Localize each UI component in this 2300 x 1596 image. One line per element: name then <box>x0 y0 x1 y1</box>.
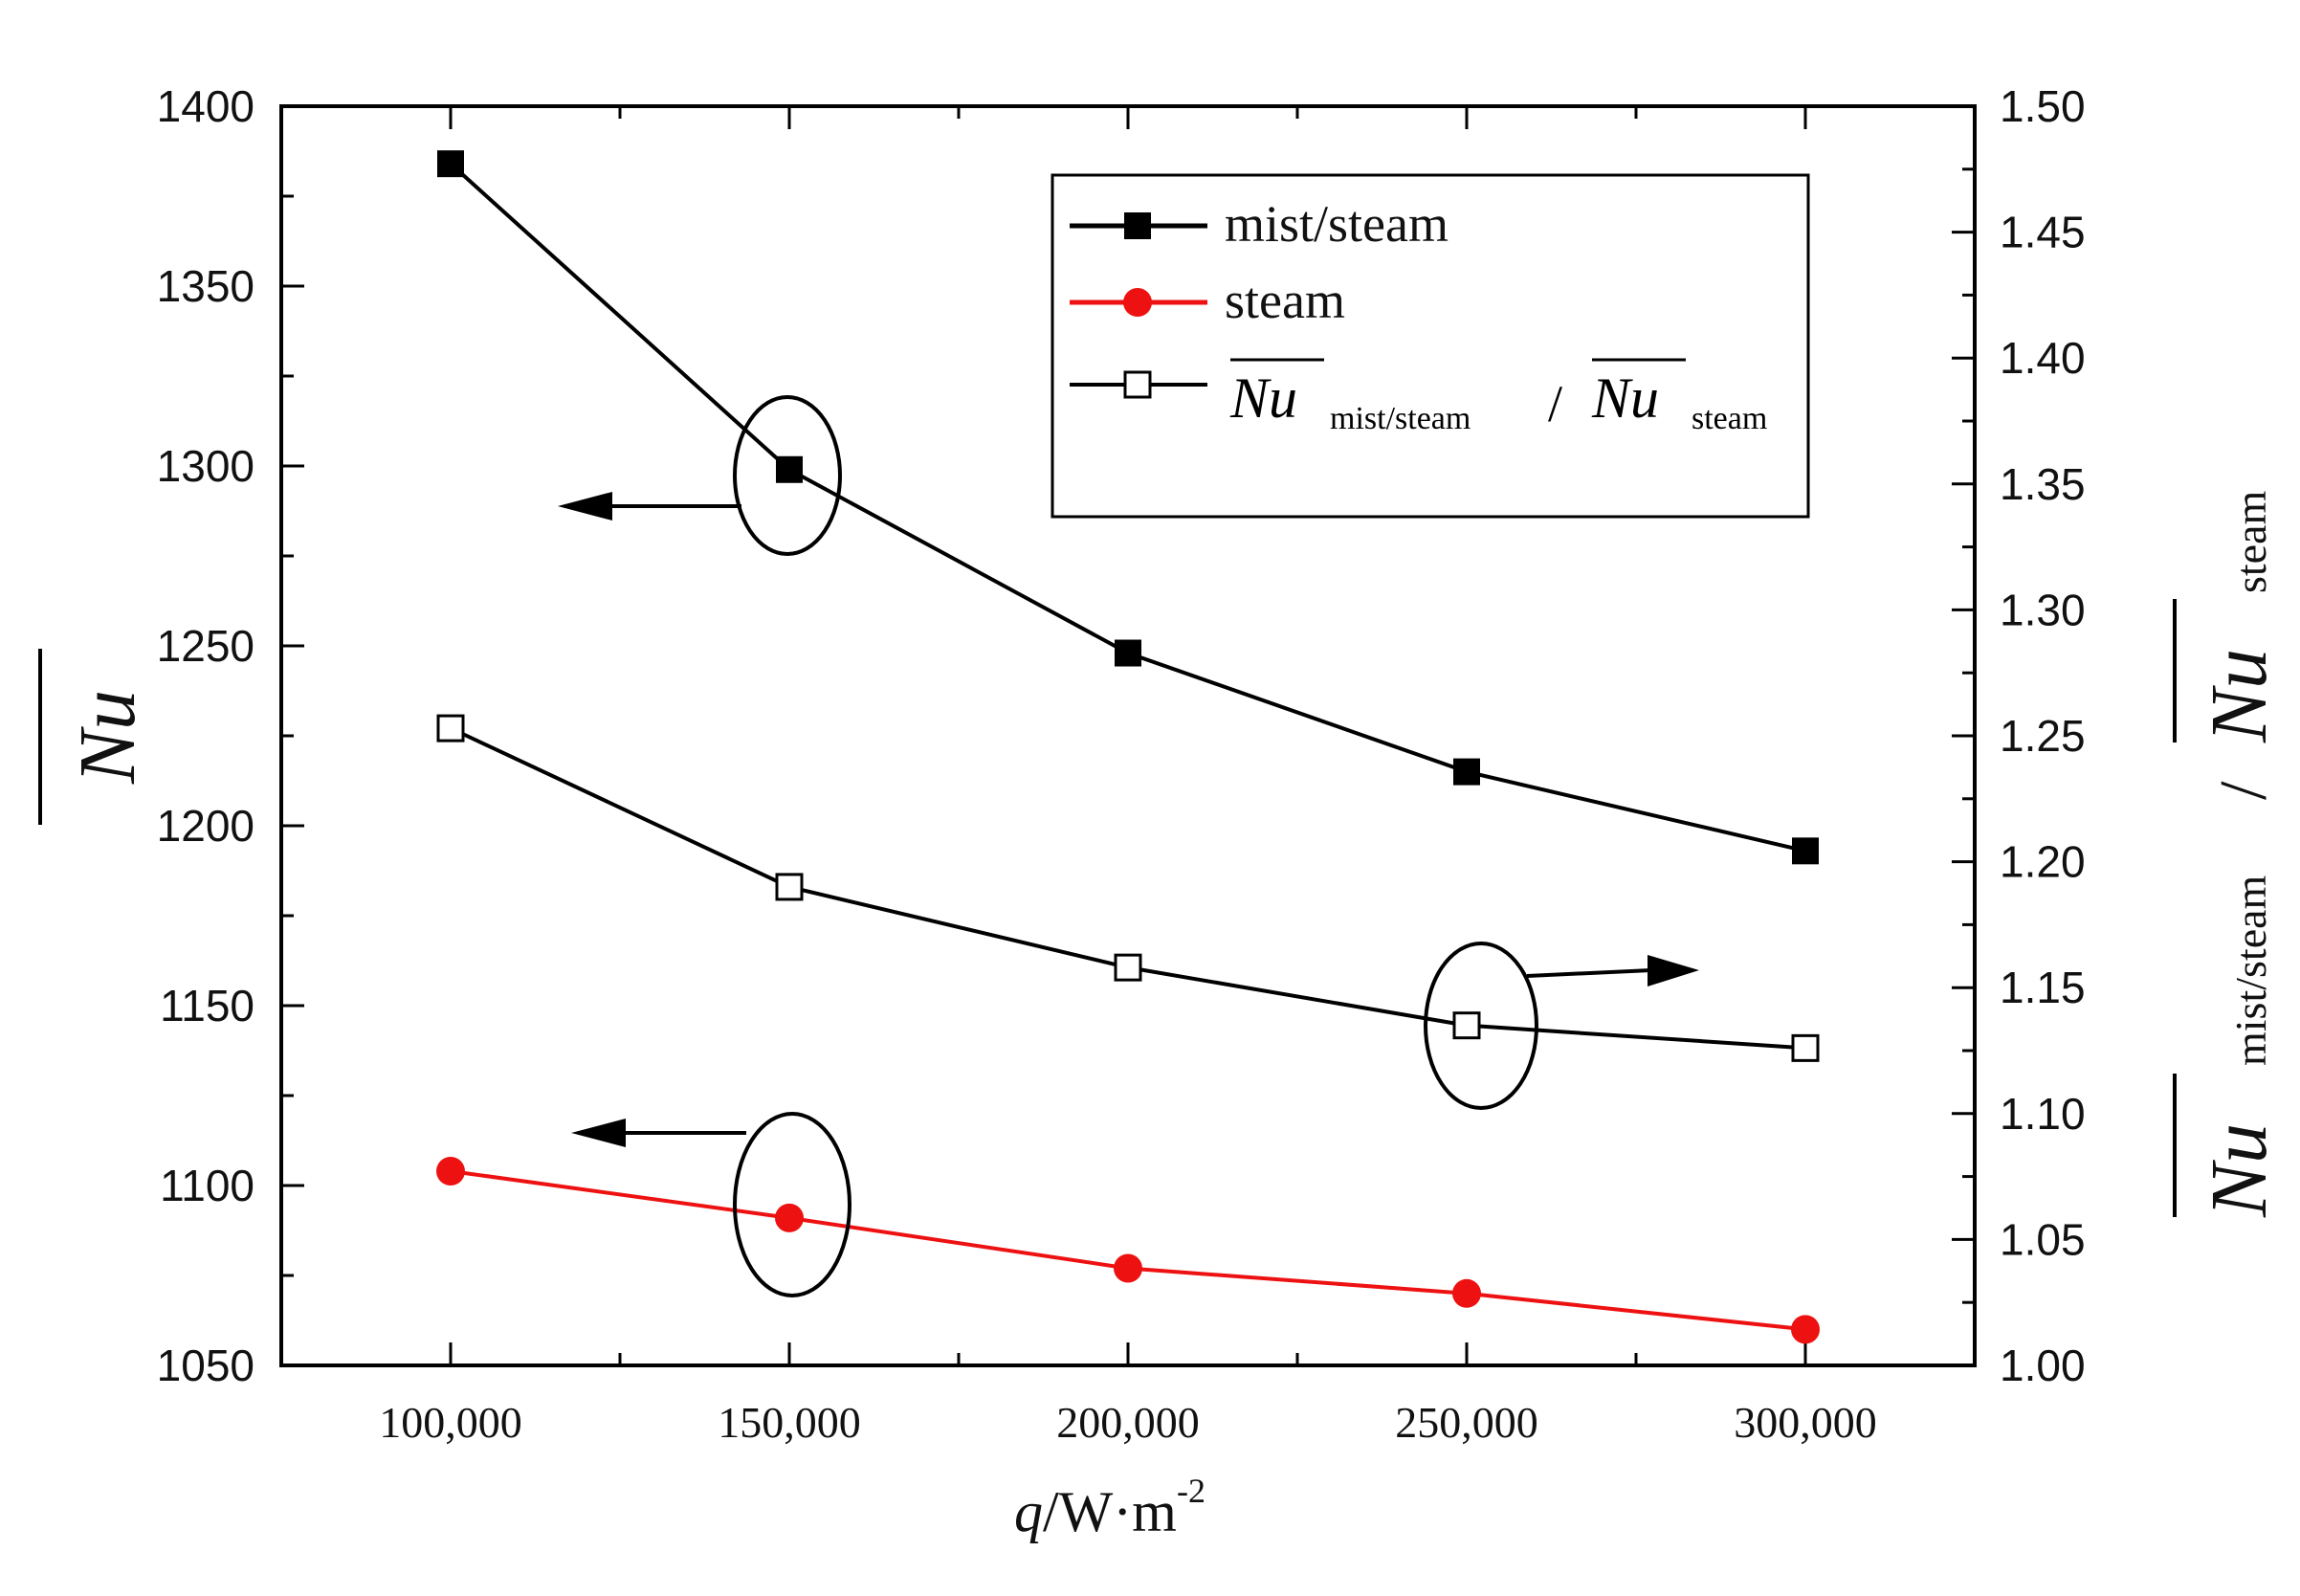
annotation-ellipse-steam <box>733 1112 851 1297</box>
left-tick-label: 1150 <box>160 981 254 1031</box>
legend-ratio-nu1: Nu <box>1229 366 1297 430</box>
right-axis-nu2: Nu <box>2195 649 2284 743</box>
right-axis-nu1: Nu <box>2195 1123 2284 1218</box>
legend-ratio-sub1: mist/steam <box>1330 401 1471 436</box>
annotation-arrow-right-ratio <box>1526 968 1652 978</box>
right-tick-label: 1.50 <box>2000 81 2086 131</box>
right-axis-sub1: mist/steam <box>2226 875 2275 1066</box>
legend-label-steam: steam <box>1225 272 1345 329</box>
annotation-ratio <box>1424 942 1699 1110</box>
data-point-steam <box>1452 1278 1481 1308</box>
right-axis-slash: / <box>2207 781 2281 800</box>
legend-ratio-slash: / <box>1548 375 1562 432</box>
arrowhead-right-icon <box>1648 955 1699 986</box>
left-axis-title: Nu <box>38 649 152 825</box>
right-tick-label: 1.45 <box>2000 208 2086 257</box>
legend-ratio-sub2: steam <box>1692 401 1767 436</box>
x-tick-label: 100,000 <box>379 1398 522 1447</box>
right-tick-label: 1.40 <box>2000 333 2086 383</box>
left-tick-label: 1350 <box>157 261 254 311</box>
data-point-steam <box>775 1203 804 1232</box>
annotation-steam <box>571 1112 851 1297</box>
right-tick-label: 1.20 <box>2000 837 2086 887</box>
right-axis-title: Nu mist/steam / Nu steam <box>2173 490 2284 1218</box>
left-axis-title-text: Nu <box>63 690 152 785</box>
arrowhead-left-icon <box>558 492 612 521</box>
x-tick-label: 250,000 <box>1395 1398 1538 1447</box>
annotation-ellipse-ratio <box>1424 942 1538 1110</box>
right-tick-label: 1.25 <box>2000 711 2086 761</box>
right-tick-label: 1.30 <box>2000 585 2086 634</box>
legend-marker-open-square-icon <box>1123 370 1152 399</box>
data-point-ratio <box>436 714 465 743</box>
legend-label-mist-steam: mist/steam <box>1225 195 1449 253</box>
data-point-mist-steam <box>776 455 803 483</box>
x-axis-title-q: q <box>1014 1480 1043 1543</box>
data-point-steam <box>1114 1253 1142 1283</box>
data-point-steam <box>436 1156 465 1186</box>
svg-text:q/W·m-2: q/W·m-2 <box>1014 1472 1205 1543</box>
x-tick-label: 200,000 <box>1056 1398 1200 1447</box>
right-tick-label: 1.35 <box>2000 459 2086 509</box>
x-axis-title: q/W·m-2 <box>1014 1472 1205 1543</box>
annotation-mist-steam <box>558 395 842 556</box>
data-point-ratio <box>1791 1033 1820 1062</box>
arrowhead-left-icon <box>571 1119 626 1147</box>
left-axis-tick-labels: 1050 1100 1150 1200 1250 1300 1350 1400 <box>157 81 254 1390</box>
series-layer <box>436 150 1820 1344</box>
legend-entry-steam: steam <box>1070 272 1345 329</box>
data-point-ratio <box>1452 1011 1481 1040</box>
x-tick-label: 150,000 <box>718 1398 861 1447</box>
left-tick-label: 1250 <box>157 621 254 671</box>
legend-entry-ratio: Nu mist/steam / Nu steam <box>1070 358 1767 436</box>
axis-ticks <box>279 104 1977 1367</box>
legend-marker-filled-circle-icon <box>1123 288 1152 317</box>
x-tick-label: 300,000 <box>1734 1398 1877 1447</box>
left-tick-label: 1200 <box>157 801 254 851</box>
series-line-steam <box>450 1168 1806 1332</box>
right-tick-label: 1.05 <box>2000 1214 2086 1264</box>
legend-marker-filled-square-icon <box>1124 212 1151 239</box>
left-tick-label: 1100 <box>160 1161 254 1210</box>
x-axis-title-exp: -2 <box>1177 1472 1205 1510</box>
legend-box <box>1050 173 1810 519</box>
legend-entry-mist-steam: mist/steam <box>1070 195 1449 253</box>
left-tick-label: 1050 <box>157 1341 254 1390</box>
x-axis-tick-labels: 100,000 150,000 200,000 250,000 300,000 <box>379 1398 1877 1447</box>
data-point-mist-steam <box>1792 837 1819 865</box>
data-point-steam <box>1791 1315 1820 1344</box>
legend-ratio-nu2: Nu <box>1591 366 1659 430</box>
right-tick-label: 1.15 <box>2000 963 2086 1012</box>
right-axis-tick-labels: 1.00 1.05 1.10 1.15 1.20 1.25 1.30 1.35 1.40 1.45… <box>2000 81 2086 1390</box>
right-tick-label: 1.10 <box>2000 1089 2086 1139</box>
annotation-ellipse-mist-steam <box>733 395 842 556</box>
data-point-ratio <box>775 873 804 901</box>
legend: mist/steam steam Nu mist/steam / Nu stea… <box>1050 173 1810 519</box>
data-point-mist-steam <box>437 150 464 178</box>
left-tick-label: 1400 <box>157 81 254 131</box>
right-axis-sub2: steam <box>2226 490 2275 593</box>
data-point-mist-steam <box>1453 758 1480 786</box>
data-point-mist-steam <box>1115 639 1141 667</box>
data-point-ratio <box>1114 953 1142 982</box>
left-tick-label: 1300 <box>157 441 254 491</box>
x-axis-title-unit: /W·m <box>1043 1480 1177 1543</box>
series-line-ratio <box>450 726 1806 1051</box>
right-tick-label: 1.00 <box>2000 1341 2086 1390</box>
